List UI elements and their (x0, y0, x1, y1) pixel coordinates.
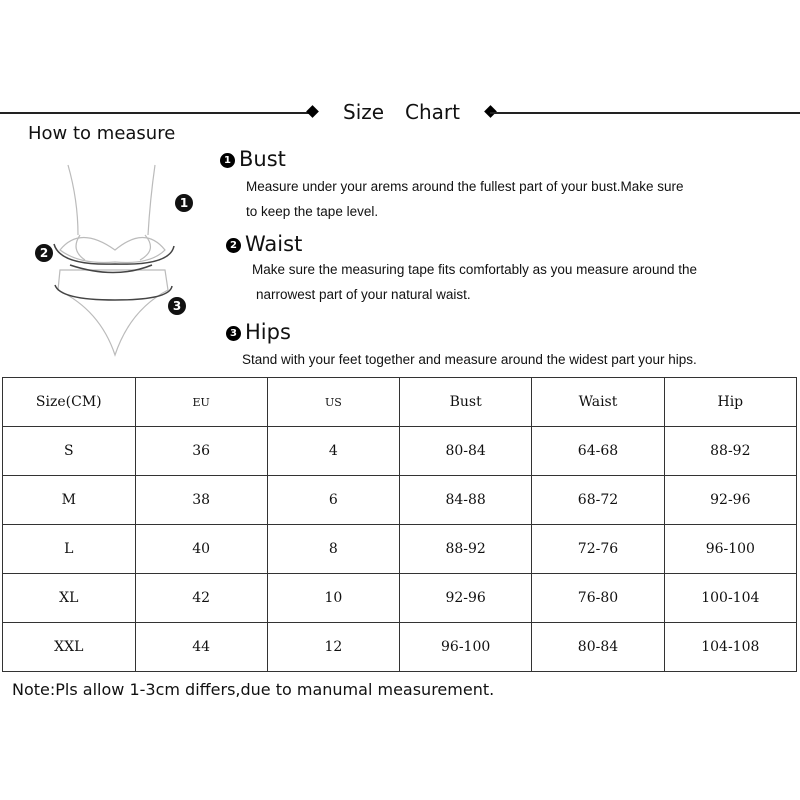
table-cell: XXL (2, 622, 136, 672)
table-cell: 80-84 (398, 426, 533, 476)
table-cell: 80-84 (531, 622, 665, 672)
table-cell: 88-92 (663, 426, 798, 476)
table-cell: 84-88 (398, 475, 533, 525)
hips-line-1: Stand with your feet together and measur… (242, 352, 697, 367)
table-cell: 96-100 (663, 524, 798, 574)
header-cell: EU (134, 377, 268, 427)
table-cell: XL (2, 573, 136, 623)
title-chart: Chart (405, 100, 460, 124)
table-cell: 10 (266, 573, 400, 623)
header-cell: Bust (398, 377, 533, 427)
waist-line-1: Make sure the measuring tape fits comfor… (252, 262, 697, 277)
diagram-badge-2: 2 (35, 244, 53, 262)
bikini-illustration (53, 164, 175, 357)
table-cell: 104-108 (663, 622, 798, 672)
table-row: L 40 8 88-92 72-76 96-100 (2, 524, 798, 574)
table-cell: 8 (266, 524, 400, 574)
table-header-row: Size(CM) EU US Bust Waist Hip (2, 377, 798, 427)
diagram-badge-1: 1 (175, 194, 193, 212)
table-cell: 40 (134, 524, 268, 574)
bust-line-1: Measure under your arems around the full… (246, 179, 684, 194)
table-cell: M (2, 475, 136, 525)
title-rule-right (490, 112, 800, 114)
hips-heading: 3 Hips (226, 320, 291, 344)
bust-line-2: to keep the tape level. (246, 204, 379, 219)
header-cell: Size(CM) (2, 377, 136, 427)
size-table: Size(CM) EU US Bust Waist Hip S 36 4 80-84 6… (2, 377, 798, 672)
bust-heading-text: Bust (239, 147, 286, 171)
waist-heading: 2 Waist (226, 232, 302, 256)
table-cell: 64-68 (531, 426, 665, 476)
title-rule-left (0, 112, 312, 114)
how-to-measure-label: How to measure (28, 123, 176, 144)
note-text: Note:Pls allow 1-3cm differs,due to manu… (12, 680, 495, 699)
table-row: S 36 4 80-84 64-68 88-92 (2, 426, 798, 476)
table-cell: 38 (134, 475, 268, 525)
bust-heading: 1 Bust (220, 147, 286, 171)
table-cell: 36 (134, 426, 268, 476)
table-cell: 68-72 (531, 475, 665, 525)
table-cell: 42 (134, 573, 268, 623)
table-cell: L (2, 524, 136, 574)
header-cell: Waist (531, 377, 665, 427)
hips-heading-text: Hips (245, 320, 291, 344)
waist-line-2: narrowest part of your natural waist. (256, 287, 471, 302)
diamond-icon (306, 105, 319, 118)
waist-description: Make sure the measuring tape fits comfor… (252, 257, 697, 307)
table-cell: 76-80 (531, 573, 665, 623)
table-cell: 96-100 (398, 622, 533, 672)
header-cell: US (266, 377, 400, 427)
header-cell: Hip (663, 377, 798, 427)
table-cell: 4 (266, 426, 400, 476)
waist-heading-text: Waist (245, 232, 303, 256)
hips-description: Stand with your feet together and measur… (242, 347, 697, 372)
diagram-badge-3: 3 (168, 297, 186, 315)
number-2-icon: 2 (226, 237, 241, 253)
table-row: M 38 6 84-88 68-72 92-96 (2, 475, 798, 525)
number-1-icon: 1 (220, 152, 235, 168)
title-size: Size (343, 100, 385, 124)
table-cell: S (2, 426, 136, 476)
table-row: XXL 44 12 96-100 80-84 104-108 (2, 622, 798, 672)
table-cell: 92-96 (398, 573, 533, 623)
table-cell: 100-104 (663, 573, 798, 623)
table-cell: 72-76 (531, 524, 665, 574)
bust-description: Measure under your arems around the full… (246, 174, 683, 224)
table-cell: 92-96 (663, 475, 798, 525)
table-cell: 6 (266, 475, 400, 525)
number-3-icon: 3 (226, 325, 241, 341)
table-cell: 88-92 (398, 524, 533, 574)
table-cell: 44 (134, 622, 268, 672)
table-row: XL 42 10 92-96 76-80 100-104 (2, 573, 798, 623)
table-cell: 12 (266, 622, 400, 672)
